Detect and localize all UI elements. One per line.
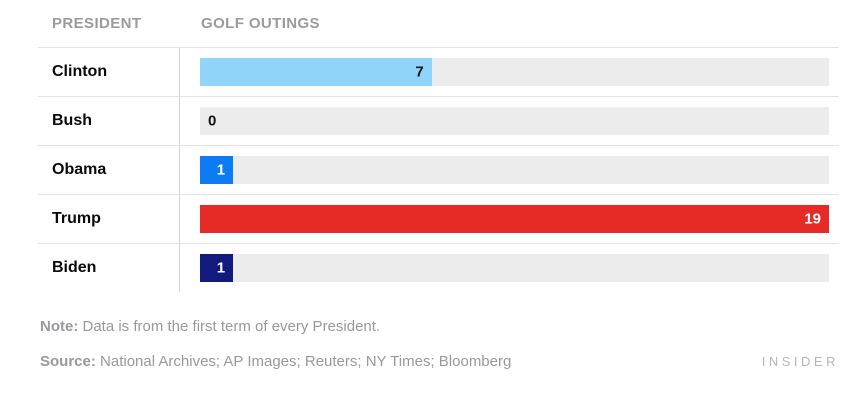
header-golf-outings: GOLF OUTINGS [201,15,320,32]
label-cell: Bush [38,97,180,145]
note-text: Data is from the first term of every Pre… [82,318,381,335]
bar-value-label: 0 [208,112,217,130]
bar-track: 7 [200,58,829,86]
golf-outings-chart: PRESIDENT GOLF OUTINGS Clinton 7 Bush 0 [38,0,839,292]
bar: 1 [200,254,234,282]
label-cell: Obama [38,146,180,194]
bar-track: 0 [200,107,829,135]
bar-cell: 7 [180,48,839,96]
bar: 7 [200,58,432,86]
bar-track: 1 [200,254,829,282]
bar-value-label: 1 [216,259,226,277]
table-row-clinton: Clinton 7 [38,47,839,96]
table-row-obama: Obama 1 [38,145,839,194]
footer: Note: Data is from the first term of eve… [40,317,839,372]
row-label: Clinton [52,63,108,80]
label-cell: Biden [38,244,180,292]
insider-logo: INSIDER [761,354,839,369]
table-row-bush: Bush 0 [38,96,839,145]
bar: 19 [200,205,829,233]
bar-track: 19 [200,205,829,233]
source-text: National Archives; AP Images; Reuters; N… [100,353,512,370]
bar: 1 [200,156,234,184]
label-cell: Trump [38,195,180,243]
bar-track: 1 [200,156,829,184]
row-label: Trump [52,210,101,227]
bar-value-label: 1 [216,161,226,179]
source-label: Source: [40,353,96,370]
bar-value-label: 19 [804,210,821,228]
source-row: Source: National Archives; AP Images; Re… [40,352,839,372]
bar-value-label: 7 [415,63,424,81]
bar-cell: 1 [180,244,839,292]
bar-cell: 0 [180,97,839,145]
bar-cell: 19 [180,195,839,243]
column-headers: PRESIDENT GOLF OUTINGS [38,0,839,47]
note-line: Note: Data is from the first term of eve… [40,317,839,337]
source-line: Source: National Archives; AP Images; Re… [40,352,511,372]
header-president: PRESIDENT [52,15,142,32]
bar-cell: 1 [180,146,839,194]
note-label: Note: [40,318,79,335]
table-row-biden: Biden 1 [38,243,839,292]
row-label: Obama [52,161,107,178]
label-cell: Clinton [38,48,180,96]
row-label: Bush [52,112,92,129]
table-row-trump: Trump 19 [38,194,839,243]
row-label: Biden [52,259,97,276]
